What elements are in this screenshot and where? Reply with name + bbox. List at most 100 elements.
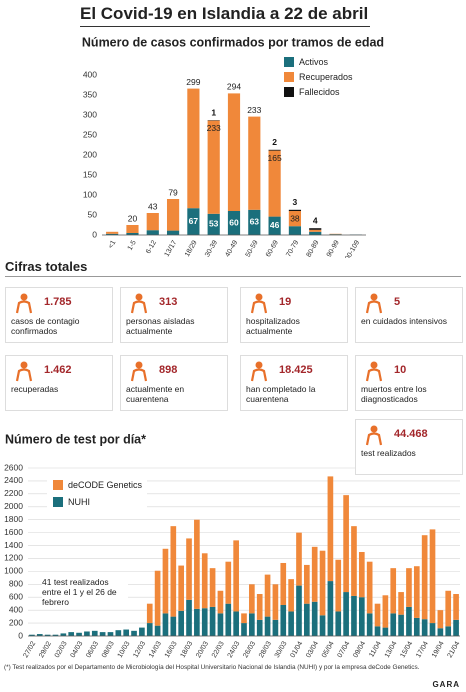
bar-segment <box>201 553 208 609</box>
legend-box <box>47 476 147 516</box>
icon-body <box>365 432 383 446</box>
bar-segment <box>186 538 192 600</box>
stat-card: 44.468 test realizados <box>355 419 463 475</box>
x-tick-label: 20/03 <box>195 640 210 659</box>
stat-card: 1.785 casos de contagio confirmados <box>5 287 113 343</box>
x-tick-label: 10/03 <box>117 640 132 659</box>
bar-segment <box>217 613 224 636</box>
value-label: 233 <box>207 123 221 133</box>
bar-segment <box>309 229 322 232</box>
bar-segment <box>358 597 365 636</box>
bar-segment <box>248 116 261 210</box>
bar-segment <box>453 594 459 620</box>
x-tick-label: 26/03 <box>242 640 257 659</box>
y-tick-label: 350 <box>83 89 97 99</box>
y-tick-label: 300 <box>83 109 97 119</box>
icon-head <box>135 293 143 301</box>
bar-segment <box>398 592 404 615</box>
value-label: 67 <box>189 216 199 226</box>
y-tick-label: 0 <box>92 229 97 239</box>
x-tick-label: 13/17 <box>164 239 179 258</box>
value-label: 233 <box>247 105 261 115</box>
x-tick-label: 18/29 <box>184 239 199 258</box>
bar-segment <box>166 230 180 235</box>
y-tick-label: 200 <box>9 617 23 627</box>
page-title: El Covid-19 en Islandia a 22 de abril <box>80 4 369 23</box>
value-label: 165 <box>268 153 282 163</box>
y-tick-label: 1000 <box>4 566 23 576</box>
stat-icon <box>130 293 148 314</box>
age-chart: Número de casos confirmados por tramos d… <box>82 35 384 258</box>
legend-label: Activos <box>299 57 329 67</box>
value-label: 3 <box>293 197 298 207</box>
stat-label: personas aisladas actualmente <box>126 316 195 336</box>
y-tick-label: 250 <box>83 129 97 139</box>
bar-segment <box>413 566 420 618</box>
stat-label: test realizados <box>361 448 416 458</box>
bar-segment <box>166 199 180 231</box>
x-tick-label: 06/03 <box>85 640 100 659</box>
legend-label: Fallecidos <box>299 87 340 97</box>
icon-body <box>130 368 148 382</box>
icon-head <box>20 361 28 369</box>
bar-segment <box>309 231 322 235</box>
bar-segment <box>288 211 302 227</box>
x-tick-label: 90-99 <box>326 239 341 258</box>
x-tick-label: 70-79 <box>285 239 300 258</box>
x-tick-label: 1-5 <box>127 239 138 251</box>
icon-head <box>370 361 378 369</box>
bar-segment <box>162 548 169 614</box>
stat-value: 5 <box>394 296 401 308</box>
x-tick-label: 09/04 <box>352 640 367 659</box>
icon-head <box>20 293 28 301</box>
bar-segment <box>146 603 153 624</box>
bar-segment <box>126 225 139 233</box>
stat-value: 898 <box>159 364 178 376</box>
bar-segment <box>296 532 302 586</box>
x-tick-label: 11/04 <box>368 640 383 658</box>
bar-segment <box>241 623 247 636</box>
bar-segment <box>249 613 255 636</box>
x-tick-label: 16/03 <box>164 640 179 659</box>
stat-label: muertos entre los diagnosticados <box>361 384 427 404</box>
value-label: 46 <box>270 220 280 230</box>
stat-card: 18.425 han completado la cuarentena <box>240 355 348 411</box>
stat-label: en cuidados intensivos <box>361 316 448 326</box>
value-label: 60 <box>229 217 239 227</box>
x-tick-label: 15/04 <box>399 640 414 659</box>
legend-swatch <box>284 72 294 82</box>
bar-segment <box>217 590 224 614</box>
bar-segment <box>374 626 381 636</box>
legend-label: Recuperados <box>299 72 353 82</box>
bar-segment <box>280 562 287 605</box>
stat-card: 313 personas aisladas actualmente <box>120 287 228 343</box>
value-label: 299 <box>186 77 200 87</box>
bar-segment <box>76 632 82 636</box>
bar-segment <box>268 149 281 151</box>
bar-segment <box>268 150 281 217</box>
bar-segment <box>178 610 184 636</box>
bar-segment <box>194 519 200 609</box>
x-tick-label: 04/03 <box>70 640 85 659</box>
x-tick-label: 100-109 <box>342 239 361 258</box>
stat-icon <box>250 293 268 314</box>
bar-segment <box>398 614 404 636</box>
bar-segment <box>91 630 98 636</box>
bar-segment <box>366 613 373 636</box>
icon-head <box>255 361 263 369</box>
bar-segment <box>170 526 177 617</box>
bar-segment <box>272 584 279 620</box>
bar-segment <box>131 630 137 636</box>
stat-card: 10 muertos entre los diagnosticados <box>355 355 463 411</box>
stat-icon <box>365 361 383 382</box>
value-label: 63 <box>250 217 260 227</box>
bar-segment <box>382 627 389 636</box>
icon-body <box>130 300 148 314</box>
x-tick-label: 50-59 <box>245 239 260 258</box>
y-tick-label: 1400 <box>4 540 23 550</box>
bar-segment <box>241 613 247 624</box>
y-tick-label: 0 <box>18 630 23 640</box>
x-tick-label: 07/04 <box>337 640 352 659</box>
bar-segment <box>327 476 334 582</box>
icon-body <box>250 368 268 382</box>
